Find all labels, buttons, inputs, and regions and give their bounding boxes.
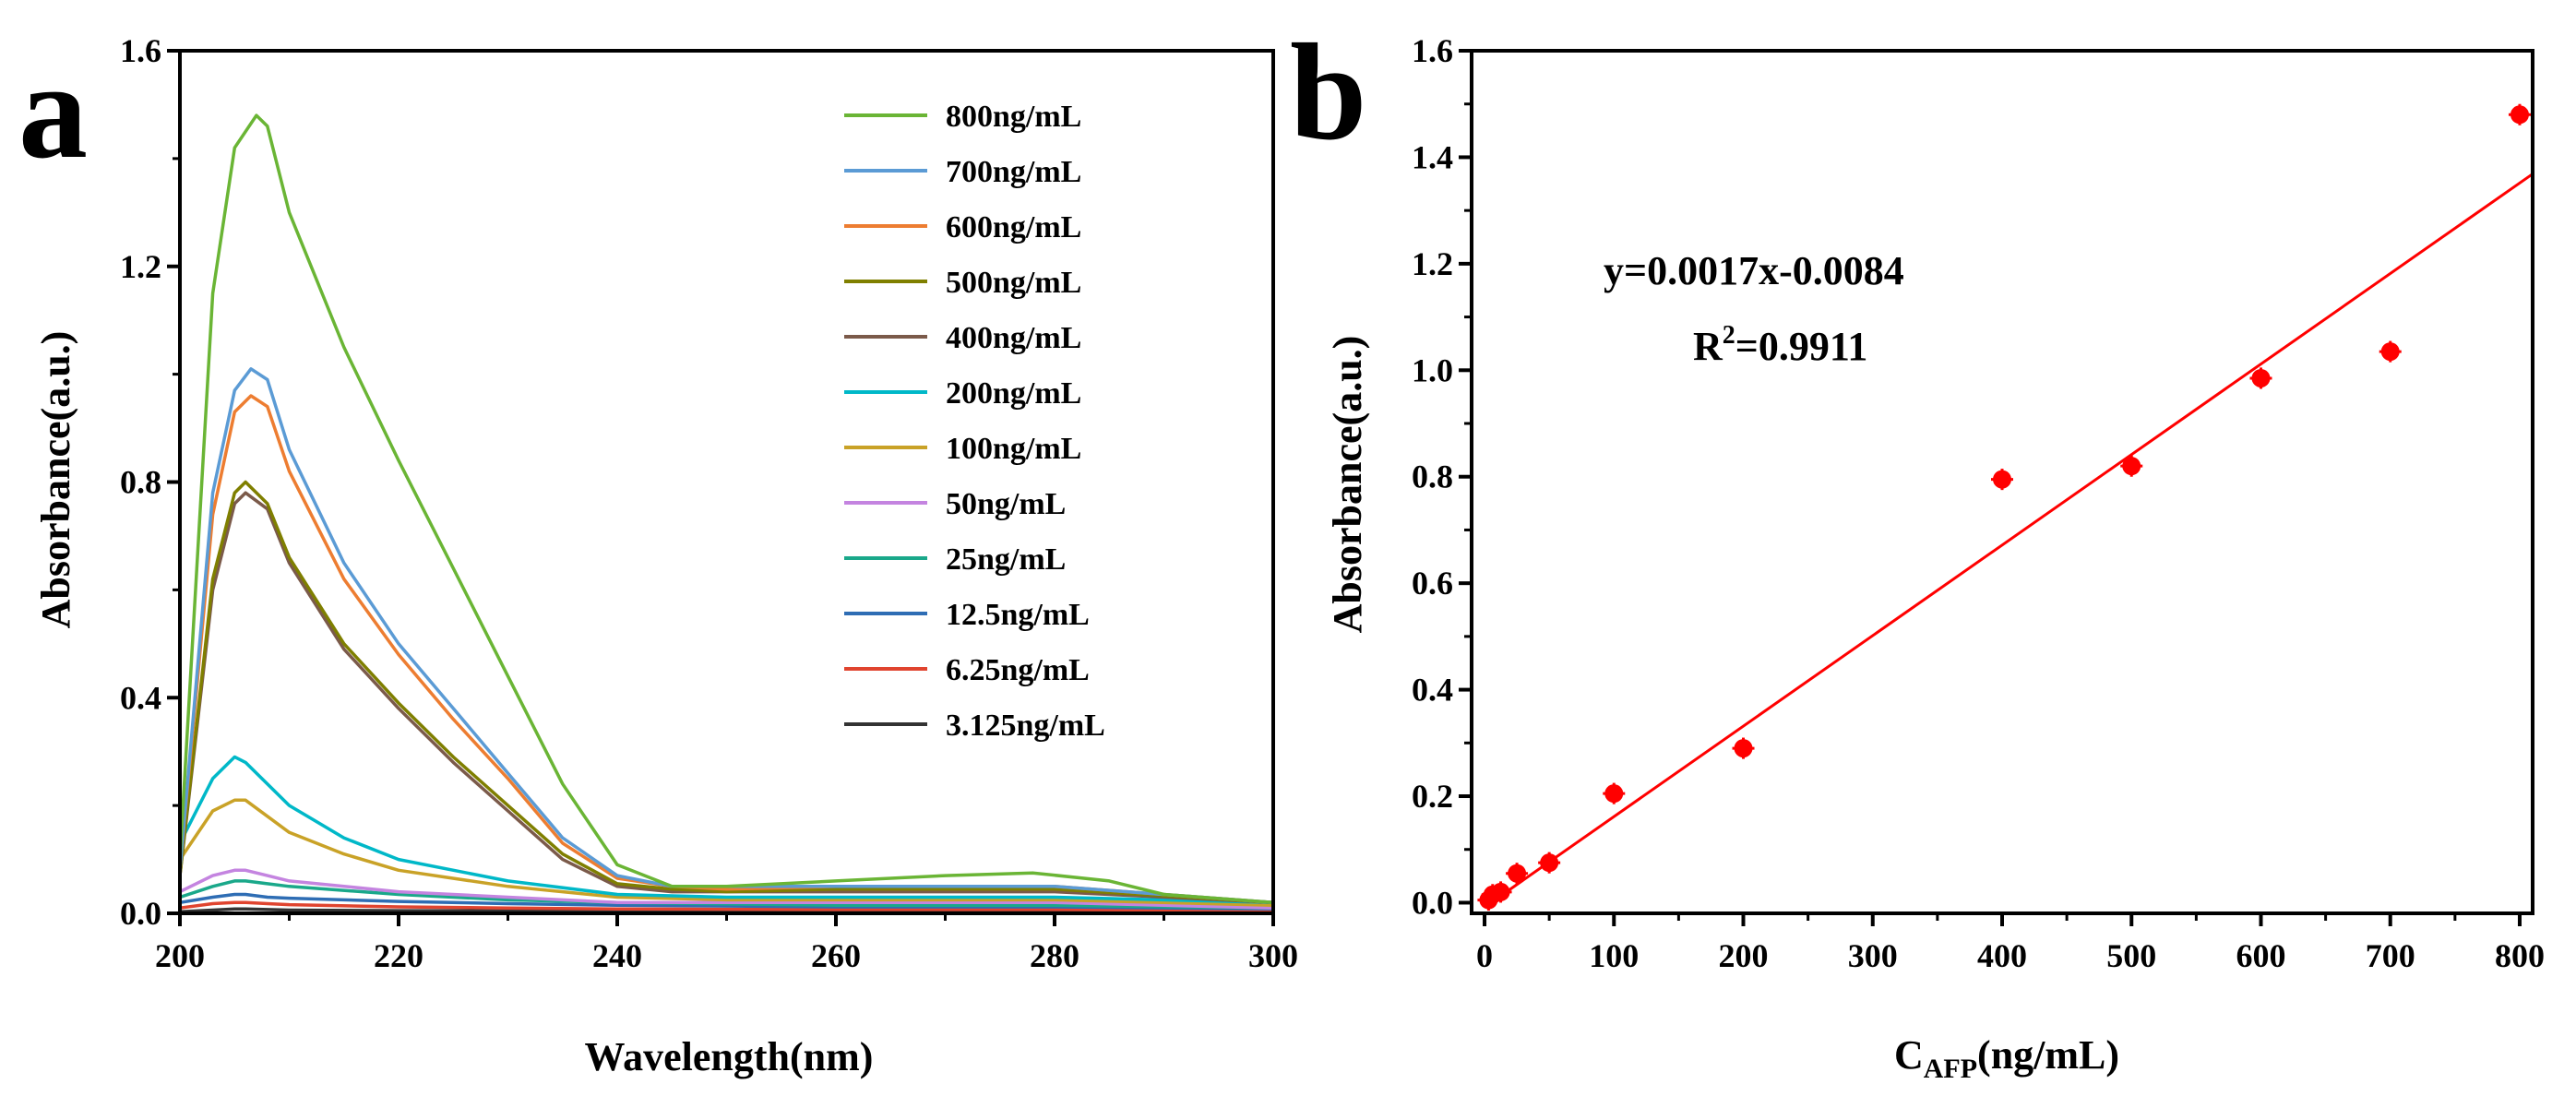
panel-a-series-group — [178, 113, 1274, 913]
legend-label: 800ng/mL — [946, 100, 1081, 134]
panel-a-y-tick-label: 0.0 — [120, 895, 161, 932]
panel-b-y-tick-label: 0.6 — [1412, 565, 1453, 602]
legend-label: 400ng/mL — [946, 321, 1081, 355]
series-line-100ng-mL — [178, 798, 1274, 907]
panel-b-x-tick-label: 700 — [2366, 937, 2415, 974]
data-point — [1538, 852, 1561, 874]
panel-a-y-tick-label: 0.8 — [120, 464, 161, 501]
panel-a-y-tick-label: 1.6 — [120, 32, 161, 69]
series-line-12-5ng-mL — [179, 892, 1274, 911]
data-point-marker — [2251, 368, 2271, 387]
legend-label: 12.5ng/mL — [946, 598, 1090, 632]
data-point-marker — [2380, 342, 2400, 362]
panel-a-x-tick-label: 260 — [811, 937, 861, 974]
series-line-700ng-mL — [178, 367, 1274, 905]
data-point-marker — [2510, 105, 2529, 125]
panel-b-x-tick-label: 100 — [1589, 937, 1639, 974]
panel-b-r-squared-prefix: R — [1693, 324, 1723, 369]
panel-b-r-squared-value: =0.9911 — [1735, 324, 1868, 369]
panel-a-ticks: 200 220 240 260 280 300 0.0 0.4 0.8 1.2 1.6 — [120, 32, 1298, 974]
panel-b-y-tick-label: 0.4 — [1412, 672, 1453, 709]
data-point-marker — [1993, 470, 2011, 489]
panel-a-x-tick-label: 240 — [592, 937, 642, 974]
panel-a-spectra-chart: a 200 220 240 260 280 300 0.0 0.4 0.8 1.2 1.6 800n… — [18, 32, 1298, 1079]
panel-b-calibration-chart: b 0 100 200 300 400 500 600 700 8000.00.20.40.60… — [1290, 16, 2545, 1084]
panel-a-x-axis-title: Wavelength(nm) — [585, 1034, 874, 1079]
panel-b-y-tick-label: 1.2 — [1412, 245, 1453, 282]
panel-b-y-tick-label: 1.4 — [1412, 138, 1453, 175]
panel-b-x-tick-label: 0 — [1476, 937, 1493, 974]
panel-b-y-tick-label: 0.2 — [1412, 778, 1453, 815]
panel-b-letter: b — [1290, 16, 1366, 169]
legend-label: 25ng/mL — [946, 542, 1066, 577]
panel-b-x-tick-label: 800 — [2495, 937, 2545, 974]
panel-b-ticks: 0 100 200 300 400 500 600 700 800 0.0 0.2 0.4 0.6 0.8… — [1412, 32, 2545, 974]
data-point-marker — [1604, 784, 1624, 804]
legend-label: 50ng/mL — [946, 487, 1066, 521]
panel-b-points-group — [1477, 103, 2531, 911]
legend-label: 3.125ng/mL — [946, 709, 1105, 743]
panel-b-y-tick-label: 0.0 — [1412, 884, 1453, 921]
panel-b-x-axis-title-tail: (ng/mL) — [1977, 1032, 2119, 1078]
data-point-marker — [1734, 739, 1753, 758]
data-point — [2120, 455, 2143, 477]
data-point-marker — [2122, 457, 2141, 476]
series-line-500ng-mL — [178, 480, 1274, 905]
panel-b-x-axis-title-subscript: AFP — [1924, 1054, 1977, 1084]
panel-a-x-tick-label: 280 — [1030, 937, 1079, 974]
panel-b-y-tick-label: 0.8 — [1412, 459, 1453, 495]
panel-b-x-tick-label: 500 — [2106, 937, 2156, 974]
legend-label: 600ng/mL — [946, 210, 1081, 244]
series-line-600ng-mL — [178, 394, 1274, 905]
panel-b-y-tick-label: 1.0 — [1412, 351, 1453, 388]
panel-a-x-tick-label: 200 — [155, 937, 205, 974]
panel-a-legend: 800ng/mL 700ng/mL 600ng/mL 500ng/mL 400ng/mL… — [844, 100, 1105, 743]
series-line-200ng-mL — [178, 755, 1274, 905]
data-point — [1991, 469, 2013, 491]
panel-a-letter: a — [18, 34, 88, 187]
data-point-marker — [1540, 853, 1559, 873]
panel-b-x-tick-label: 600 — [2236, 937, 2285, 974]
panel-a-y-tick-label: 0.4 — [120, 679, 161, 716]
panel-b-fit-line — [1484, 173, 2534, 909]
legend-label: 6.25ng/mL — [946, 653, 1090, 687]
panel-b-x-tick-label: 200 — [1719, 937, 1769, 974]
panel-b-fit-equation: y=0.0017x-0.0084 — [1604, 248, 1904, 293]
panel-a-x-tick-label: 220 — [374, 937, 423, 974]
panel-b-x-axis-title-main: C — [1894, 1032, 1924, 1078]
panel-b-x-tick-label: 300 — [1848, 937, 1898, 974]
panel-a-x-tick-label: 300 — [1248, 937, 1298, 974]
panel-a-y-axis-title: Absorbance(a.u.) — [33, 331, 78, 629]
data-point — [1732, 737, 1755, 759]
panel-b-x-tick-label: 400 — [1977, 937, 2027, 974]
panel-a-y-tick-label: 1.2 — [120, 248, 161, 285]
legend-label: 200ng/mL — [946, 376, 1081, 411]
data-point — [1489, 881, 1512, 903]
data-point — [1603, 782, 1626, 804]
series-line-3-125ng-mL — [179, 907, 1274, 913]
legend-label: 700ng/mL — [946, 155, 1081, 189]
data-point — [2249, 367, 2272, 389]
panel-b-y-tick-label: 1.6 — [1412, 32, 1453, 69]
series-line-6-25ng-mL — [179, 900, 1274, 912]
data-point-marker — [1508, 864, 1527, 883]
legend-label: 100ng/mL — [946, 432, 1081, 466]
legend-label: 500ng/mL — [946, 266, 1081, 300]
panel-b-r-squared: R2=0.9911 — [1693, 321, 1867, 369]
data-point — [1506, 863, 1529, 885]
data-point-marker — [1491, 882, 1510, 901]
panel-b-r-squared-exponent: 2 — [1723, 321, 1735, 350]
series-line-800ng-mL — [178, 113, 1274, 905]
series-line-50ng-mL — [179, 868, 1274, 910]
data-point — [2379, 340, 2402, 363]
data-point — [2508, 103, 2531, 125]
panel-b-y-axis-title: Absorbance(a.u.) — [1325, 336, 1370, 634]
series-line-25ng-mL — [179, 879, 1274, 910]
panel-b-x-axis-title: CAFP(ng/mL) — [1894, 1032, 2119, 1084]
